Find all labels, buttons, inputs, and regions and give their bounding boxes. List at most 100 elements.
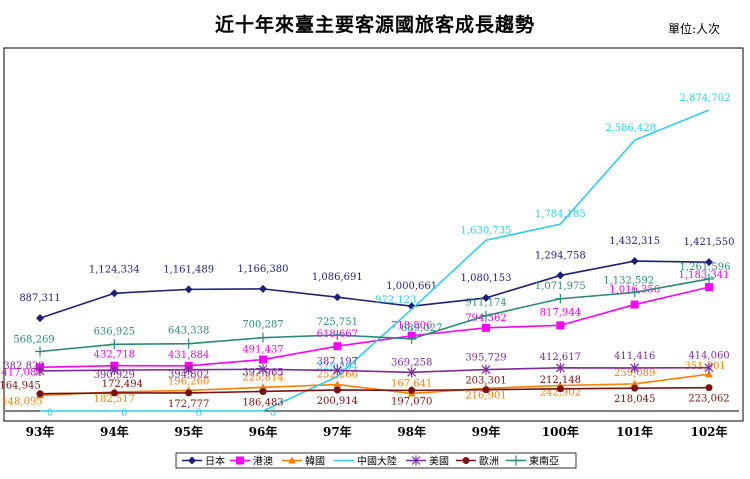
- data-label: 1,294,758: [535, 250, 586, 261]
- data-label: 387,197: [317, 356, 358, 367]
- x-tick-label: 96年: [249, 424, 278, 439]
- data-label: 172,777: [168, 399, 209, 410]
- data-point-marker: [236, 456, 244, 465]
- plot-frame: [3, 47, 744, 422]
- data-point-marker: [259, 284, 267, 293]
- legend-label: 日本: [205, 455, 225, 468]
- data-label: 700,287: [242, 320, 283, 331]
- data-label: 167,641: [391, 378, 432, 389]
- data-point-marker: [109, 365, 119, 376]
- data-point-marker: [110, 289, 119, 298]
- data-point-marker: [333, 342, 342, 351]
- data-label: 390,929: [94, 370, 135, 381]
- data-point-marker: [332, 330, 343, 341]
- data-label: 0: [121, 408, 127, 419]
- series-line: [39, 366, 710, 374]
- data-point-marker: [110, 389, 118, 397]
- data-label: 242,902: [540, 388, 581, 399]
- data-label: 411,416: [614, 351, 655, 362]
- legend-label: 美國: [429, 455, 449, 468]
- data-label: 1,124,334: [89, 264, 140, 275]
- data-label: 1,166,380: [238, 264, 289, 275]
- legend-label: 韓國: [305, 456, 325, 468]
- data-label: 382,822: [3, 361, 44, 372]
- data-label: 218,045: [614, 394, 655, 405]
- data-label: 718,806: [391, 321, 432, 332]
- data-label: 1,132,592: [603, 275, 654, 286]
- data-point-marker: [481, 310, 491, 321]
- data-label: 351,301: [684, 361, 725, 372]
- legend-label: 港澳: [253, 455, 273, 468]
- data-point-marker: [288, 456, 296, 464]
- data-point-marker: [630, 257, 639, 266]
- data-label: 689,027: [401, 323, 442, 334]
- data-label: 223,062: [688, 394, 729, 405]
- data-label: 186,483: [242, 397, 283, 408]
- data-label: 397,965: [242, 367, 283, 378]
- data-label: 1,080,153: [461, 273, 512, 284]
- data-label: 1,784,185: [535, 209, 586, 220]
- data-point-marker: [184, 364, 194, 375]
- data-label: 0: [47, 408, 53, 419]
- data-label: 491,437: [242, 345, 283, 356]
- data-label: 1,071,975: [535, 281, 586, 292]
- data-label: 182,517: [94, 394, 135, 405]
- data-point-marker: [704, 273, 714, 284]
- data-label: 432,718: [94, 350, 135, 361]
- x-tick-label: 94年: [100, 424, 129, 439]
- x-tick-label: 102年: [690, 424, 727, 439]
- data-label: 0: [270, 408, 276, 419]
- data-point-marker: [185, 389, 193, 397]
- data-label: 197,070: [391, 396, 432, 407]
- data-point-marker: [258, 332, 268, 343]
- data-point-marker: [482, 293, 490, 302]
- legend-label: 東南亞: [529, 455, 559, 468]
- data-point-marker: [408, 386, 416, 394]
- x-tick-label: 98年: [397, 424, 426, 439]
- x-tick-label: 93年: [26, 424, 55, 439]
- data-point-marker: [705, 258, 713, 267]
- data-point-marker: [481, 364, 491, 375]
- data-label: 148,095: [1, 396, 42, 407]
- data-point-marker: [333, 386, 341, 394]
- data-label: 200,914: [317, 396, 358, 407]
- data-point-marker: [35, 365, 45, 376]
- data-point-marker: [183, 338, 194, 349]
- data-point-marker: [556, 321, 565, 330]
- data-point-marker: [482, 323, 490, 332]
- chart-title: 近十年來臺主要客源國旅客成長趨勢: [214, 14, 535, 36]
- data-point-marker: [36, 314, 44, 323]
- data-label: 395,729: [465, 353, 506, 364]
- data-point-marker: [630, 300, 639, 309]
- data-point-marker: [704, 362, 714, 373]
- data-point-marker: [556, 271, 565, 280]
- x-tick-label: 95年: [174, 424, 203, 439]
- series-line: [39, 286, 710, 369]
- data-point-marker: [630, 379, 639, 387]
- data-point-marker: [555, 293, 566, 304]
- x-tick-label: 97年: [323, 424, 352, 439]
- x-tick-label: 101年: [616, 424, 653, 439]
- data-point-marker: [462, 457, 470, 464]
- data-point-marker: [184, 285, 193, 294]
- data-point-marker: [36, 390, 44, 398]
- series-line: [39, 386, 710, 395]
- data-label: 412,617: [540, 352, 581, 363]
- data-point-marker: [407, 367, 417, 378]
- data-point-marker: [333, 380, 342, 388]
- data-point-marker: [705, 283, 713, 292]
- data-point-marker: [630, 362, 640, 373]
- data-label: 216,901: [465, 390, 506, 401]
- series-line: [40, 109, 710, 412]
- data-label: 1,421,550: [684, 237, 735, 248]
- x-tick-label: 99年: [472, 424, 501, 439]
- data-label: 887,311: [19, 293, 60, 304]
- data-label: 568,269: [13, 334, 54, 345]
- data-label: 1,183,341: [679, 270, 730, 281]
- data-label: 369,258: [391, 357, 432, 368]
- data-label: 911,174: [465, 298, 506, 309]
- series-line: [39, 373, 710, 397]
- data-point-marker: [259, 355, 267, 364]
- data-point-marker: [258, 364, 268, 375]
